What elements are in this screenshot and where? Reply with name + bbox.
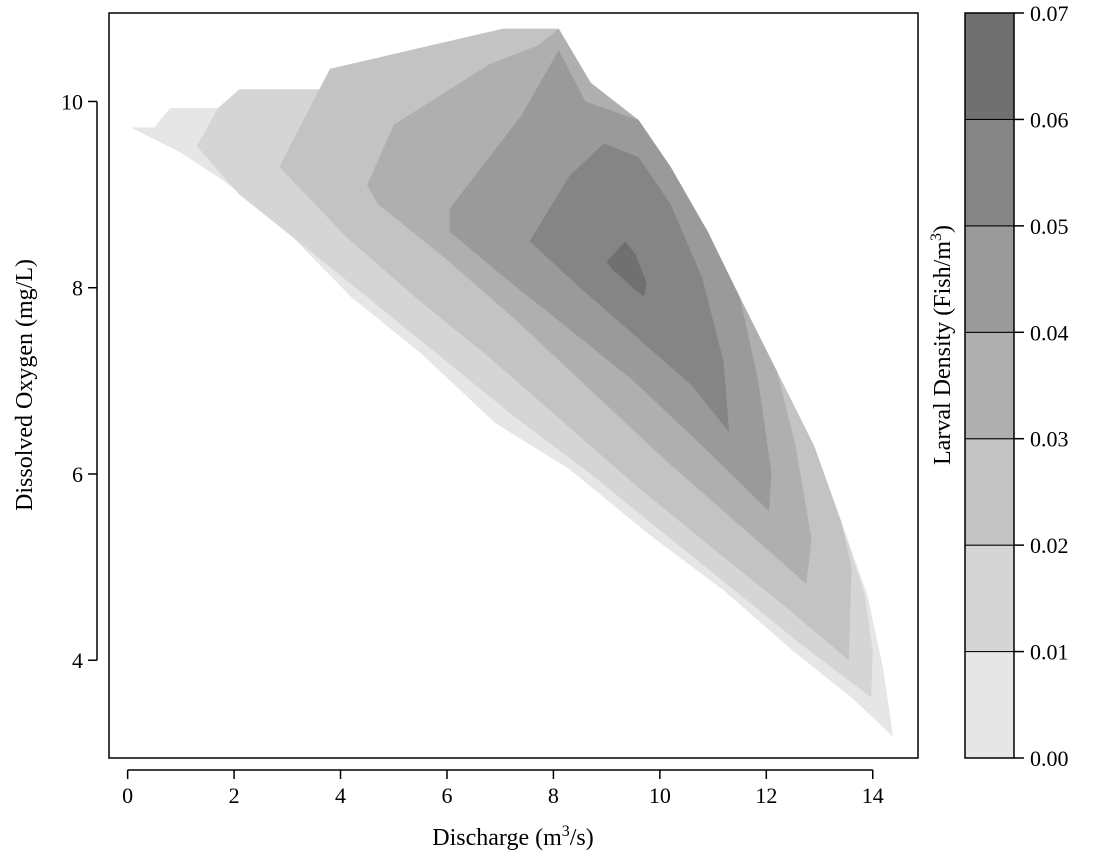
colorbar-frame <box>964 12 1015 759</box>
y-axis: 4 6 8 10 <box>61 89 98 673</box>
contour-band-6 <box>606 241 647 297</box>
y-tick-label: 8 <box>72 276 83 301</box>
colorbar-title: Larval Density (Fish/m3) <box>928 225 956 465</box>
colorbar-swatch-6 <box>964 12 1015 120</box>
colorbar-tick-label: 0.04 <box>1030 320 1069 345</box>
colorbar-axis: 0.00 0.01 0.02 0.03 0.04 0.05 0.06 0.07 <box>1014 1 1069 771</box>
colorbar <box>964 12 1015 759</box>
colorbar-tick-label: 0.03 <box>1030 427 1069 452</box>
colorbar-tick-label: 0.06 <box>1030 107 1069 132</box>
x-tick-label: 2 <box>229 783 240 808</box>
colorbar-tick-label: 0.00 <box>1030 746 1069 771</box>
colorbar-tick-label: 0.05 <box>1030 214 1069 239</box>
x-tick-label: 4 <box>335 783 346 808</box>
colorbar-tick-label: 0.01 <box>1030 640 1069 665</box>
colorbar-swatch-5 <box>964 118 1015 227</box>
colorbar-swatch-1 <box>964 544 1015 653</box>
colorbar-tick-label: 0.07 <box>1030 1 1069 26</box>
x-tick-label: 6 <box>441 783 452 808</box>
x-tick-label: 0 <box>122 783 133 808</box>
y-tick-label: 10 <box>61 89 83 114</box>
contour-band-5 <box>529 143 730 433</box>
contour-bands <box>130 28 894 737</box>
plot-frame <box>108 12 919 759</box>
x-tick-label: 14 <box>862 783 884 808</box>
x-axis: 0 2 4 6 8 10 12 14 <box>122 769 884 808</box>
x-tick-label: 10 <box>649 783 671 808</box>
colorbar-tick-label: 0.02 <box>1030 533 1069 558</box>
colorbar-swatch-0 <box>964 651 1015 759</box>
y-tick-label: 6 <box>72 462 83 487</box>
colorbar-swatch-3 <box>964 331 1015 440</box>
colorbar-swatch-4 <box>964 225 1015 333</box>
x-tick-label: 12 <box>755 783 777 808</box>
colorbar-swatch-2 <box>964 438 1015 546</box>
y-tick-label: 4 <box>72 648 83 673</box>
x-tick-label: 8 <box>548 783 559 808</box>
y-axis-title: Dissolved Oxygen (mg/L) <box>12 259 38 511</box>
x-axis-title: Discharge (m3/s) <box>432 823 594 851</box>
